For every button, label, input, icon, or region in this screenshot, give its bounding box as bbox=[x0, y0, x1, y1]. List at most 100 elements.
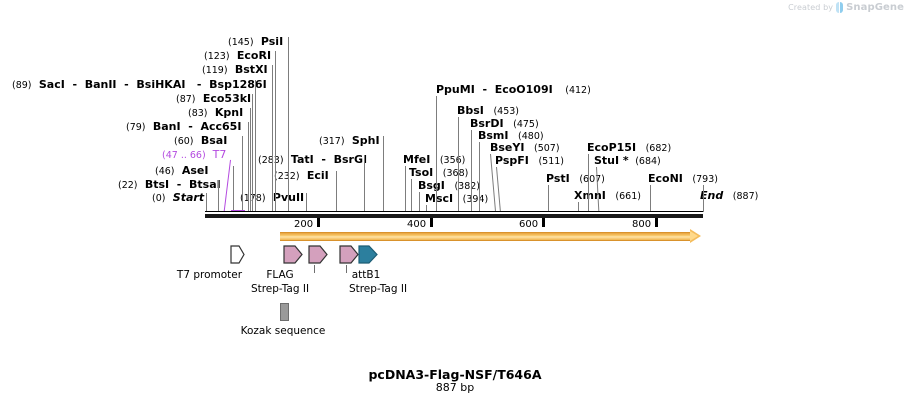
feature-arrow-t7-promoter[interactable] bbox=[230, 245, 245, 264]
leader-psti bbox=[548, 185, 549, 212]
enzyme-label-pspfi[interactable]: PspFI (511) bbox=[495, 155, 564, 167]
leader-mfei bbox=[405, 166, 406, 212]
enzyme-label-stui[interactable]: StuI * (684) bbox=[594, 155, 661, 167]
enzyme-label-bsmi[interactable]: BsmI (480) bbox=[478, 130, 544, 142]
snapgene-logo-icon bbox=[836, 2, 844, 13]
enzyme-pos-stui: (684) bbox=[632, 156, 661, 167]
enzyme-name-stui: StuI * bbox=[594, 154, 629, 167]
enzyme-pos-ecori: (123) bbox=[204, 51, 230, 62]
leader-bsmi bbox=[479, 142, 480, 212]
enzyme-pos-psti: (607) bbox=[573, 174, 605, 185]
leader-msci bbox=[426, 205, 427, 212]
enzyme-label-ecori[interactable]: (123) EcoRI bbox=[204, 50, 271, 62]
enzyme-pos-pspfi: (511) bbox=[532, 156, 564, 167]
enzyme-pos-bsrdi: (475) bbox=[507, 119, 539, 130]
enzyme-name-bsrdi: BsrDI bbox=[470, 117, 504, 130]
enzyme-label-tsoi[interactable]: TsoI (368) bbox=[409, 167, 468, 179]
leader-btsi bbox=[218, 180, 219, 212]
enzyme-label-tati-group[interactable]: (283) TatI - BsrGI bbox=[258, 154, 367, 166]
enzyme-pos-psii: (145) bbox=[228, 37, 254, 48]
ruler-tick-600 bbox=[542, 218, 545, 227]
enzyme-label-psti[interactable]: PstI (607) bbox=[546, 173, 605, 185]
enzyme-name-ecii: EciI bbox=[303, 169, 329, 182]
leader-kpni bbox=[250, 108, 251, 212]
feature-arrow-strep-tag-2[interactable] bbox=[339, 245, 359, 264]
enzyme-pos-tsoi: (368) bbox=[436, 168, 469, 179]
orf-arrow-body bbox=[280, 232, 690, 241]
enzyme-label-kpni[interactable]: (83) KpnI bbox=[188, 107, 243, 119]
enzyme-pos-xmni: (661) bbox=[609, 191, 641, 202]
enzyme-label-asei[interactable]: (46) AseI bbox=[155, 165, 208, 177]
leader-bsgi bbox=[419, 192, 420, 212]
enzyme-name-ecori: EcoRI bbox=[233, 49, 272, 62]
feature-arrow-flag[interactable] bbox=[283, 245, 303, 264]
enzyme-label-econi[interactable]: EcoNI (793) bbox=[648, 173, 718, 185]
enzyme-label-mfei[interactable]: MfeI (356) bbox=[403, 154, 465, 166]
enzyme-name-btsi-group: BtsI - BtsaI bbox=[141, 178, 221, 191]
enzyme-name-eco53ki: Eco53kI bbox=[199, 92, 252, 105]
enzyme-name-bstxi: BstXI bbox=[231, 63, 268, 76]
enzyme-name-bsgi: BsgI bbox=[418, 179, 445, 192]
ruler-tick-200 bbox=[317, 218, 320, 227]
enzyme-pos-mfei: (356) bbox=[433, 155, 466, 166]
enzyme-name-bsmi: BsmI bbox=[478, 129, 509, 142]
leader-ecop15i bbox=[588, 154, 589, 212]
enzyme-label-btsi-group[interactable]: (22) BtsI - BtsaI bbox=[118, 179, 221, 191]
feature-box-kozak[interactable] bbox=[280, 303, 289, 321]
leader-end bbox=[703, 185, 704, 212]
enzyme-label-ecii[interactable]: (232) EciI bbox=[274, 170, 329, 182]
enzyme-pos-bseyi: (507) bbox=[527, 143, 560, 154]
enzyme-name-bseyi: BseYI bbox=[490, 141, 525, 154]
enzyme-label-bani-group[interactable]: (79) BanI - Acc65I bbox=[126, 121, 241, 133]
enzyme-pos-btsi: (22) bbox=[118, 180, 138, 191]
leader-tati bbox=[364, 155, 365, 212]
leader-saci bbox=[255, 80, 256, 212]
enzyme-label-saci-group[interactable]: (89) SacI - BanII - BsiHKAI - Bsp1286I bbox=[12, 79, 267, 91]
enzyme-label-bsgi[interactable]: BsgI (382) bbox=[418, 180, 480, 192]
feature-label-flag: FLAG bbox=[266, 269, 294, 281]
leader-ecii bbox=[336, 171, 337, 212]
enzyme-label-msci[interactable]: MscI (394) bbox=[425, 193, 488, 205]
feature-arrow-strep-tag-1[interactable] bbox=[308, 245, 328, 264]
enzyme-name-pspfi: PspFI bbox=[495, 154, 529, 167]
leader-bbsi bbox=[458, 117, 459, 212]
enzyme-label-eco53ki[interactable]: (87) Eco53kI bbox=[176, 93, 251, 105]
watermark-brand: SnapGene bbox=[846, 2, 904, 13]
enzyme-label-bsrdi[interactable]: BsrDI (475) bbox=[470, 118, 539, 130]
enzyme-label-xmni[interactable]: XmnI (661) bbox=[574, 190, 641, 202]
enzyme-label-ppumi-group[interactable]: PpuMI - EcoO109I (412) bbox=[436, 84, 591, 96]
enzyme-name-saci-group: SacI - BanII - BsiHKAI - Bsp1286I bbox=[35, 78, 267, 91]
feature-label-t7-promoter: T7 promoter bbox=[176, 269, 243, 281]
enzyme-name-bsai: BsaI bbox=[197, 134, 228, 147]
enzyme-pos-bstxi: (119) bbox=[202, 65, 228, 76]
ruler-tick-800 bbox=[655, 218, 658, 227]
enzyme-label-ecop15i[interactable]: EcoP15I (682) bbox=[587, 142, 671, 154]
enzyme-label-bbsi[interactable]: BbsI (453) bbox=[457, 105, 519, 117]
enzyme-label-t7[interactable]: (47 .. 66) T7 bbox=[162, 149, 226, 161]
ruler-label-800: 800 bbox=[632, 219, 652, 230]
sequence-backbone-top bbox=[205, 211, 703, 212]
enzyme-pos-bsgi: (382) bbox=[448, 181, 480, 192]
ruler-tick-400 bbox=[430, 218, 433, 227]
leader-asei bbox=[233, 166, 234, 212]
leader-pspfi bbox=[496, 166, 501, 212]
enzyme-pos-kpni: (83) bbox=[188, 108, 208, 119]
enzyme-label-bstxi[interactable]: (119) BstXI bbox=[202, 64, 268, 76]
enzyme-label-psii[interactable]: (145) PsiI bbox=[228, 36, 283, 48]
enzyme-name-t7: T7 bbox=[209, 148, 227, 161]
enzyme-label-bseyi[interactable]: BseYI (507) bbox=[490, 142, 560, 154]
enzyme-label-bsai[interactable]: (60) BsaI bbox=[174, 135, 227, 147]
feature-arrow-attb1[interactable] bbox=[358, 245, 378, 264]
enzyme-label-end[interactable]: End (887) bbox=[700, 190, 758, 202]
leader-bsrdi bbox=[471, 130, 472, 212]
feature-tick-strep-2 bbox=[346, 265, 347, 273]
enzyme-label-sphi[interactable]: (317) SphI bbox=[319, 135, 380, 147]
enzyme-pos-end: (887) bbox=[726, 191, 759, 202]
feature-label-attb1: attB1 bbox=[351, 269, 381, 281]
enzyme-name-end: End bbox=[700, 189, 724, 202]
leader-eco53ki bbox=[252, 94, 253, 212]
leader-pvuii bbox=[306, 193, 307, 212]
enzyme-label-start[interactable]: (0) Start bbox=[152, 192, 204, 204]
ruler-label-200: 200 bbox=[294, 219, 314, 230]
